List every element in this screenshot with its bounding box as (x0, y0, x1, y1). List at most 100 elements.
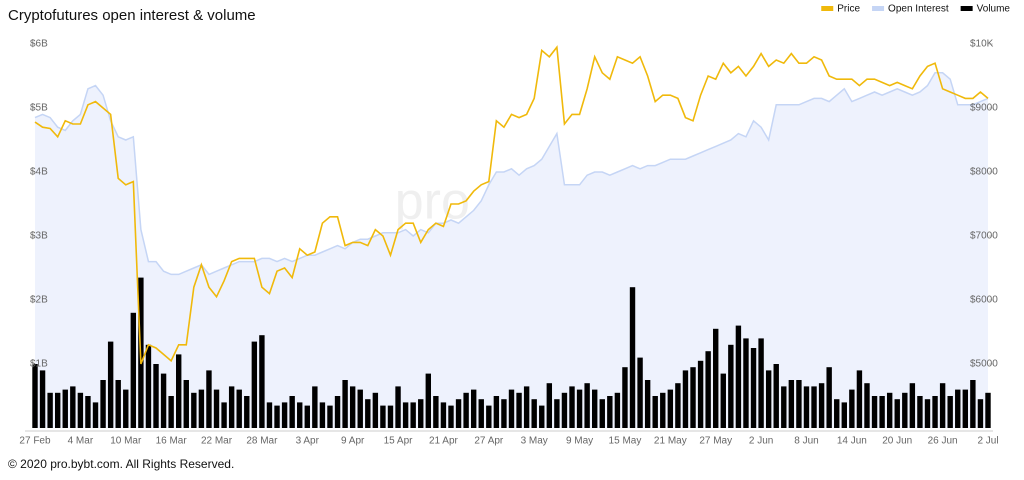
y2-tick-label: $5000 (970, 359, 998, 370)
volume-bar (917, 396, 923, 428)
plot: $1B $2B $3B $4B $5B $6B $5000 $6000 $7000 $8000 $9… (19, 39, 998, 447)
volume-bar (637, 357, 643, 428)
volume-bar (886, 392, 893, 428)
volume-bar (902, 392, 908, 428)
volume-bar (274, 405, 280, 428)
volume-bar (395, 386, 401, 428)
volume-bar (834, 399, 840, 428)
volume-bar (213, 389, 220, 428)
x-tick-label: 3 Apr (296, 436, 320, 447)
x-tick-label: 9 May (566, 436, 593, 447)
volume-bar (909, 383, 916, 428)
y-tick-label: $1B (30, 359, 48, 370)
legend-label: Volume (977, 4, 1011, 15)
legend-label: Open Interest (888, 4, 949, 15)
y-tick-label: $3B (30, 231, 48, 242)
volume-bar (176, 354, 182, 428)
y2-tick-label: $9000 (970, 103, 998, 114)
volume-bar (697, 360, 704, 428)
volume-bar (682, 370, 689, 428)
volume-bar (493, 396, 500, 428)
volume-bar (478, 399, 484, 428)
volume-bar (629, 287, 636, 428)
x-tick-label: 9 Apr (341, 436, 365, 447)
volume-bar (705, 351, 711, 428)
volume-bar (735, 325, 742, 428)
volume-bar (773, 364, 779, 428)
x-tick-label: 8 Jun (794, 436, 818, 447)
volume-bar (47, 392, 53, 428)
volume-bar (811, 386, 817, 428)
volume-bar (803, 386, 810, 428)
volume-bar (947, 396, 953, 428)
volume-bar (788, 380, 795, 428)
volume-bar (402, 402, 409, 428)
volume-bar (516, 392, 522, 428)
legend: Volume Open Interest Price (821, 4, 1010, 15)
volume-bar (569, 386, 575, 428)
x-tick-label: 4 Mar (68, 436, 94, 447)
volume-bar (251, 341, 258, 428)
volume-bar (690, 367, 696, 428)
y2-tick-label: $6000 (970, 295, 998, 306)
volume-bar (387, 405, 394, 428)
y-tick-label: $2B (30, 295, 48, 306)
volume-bar (508, 389, 515, 428)
volume-bar (728, 344, 734, 428)
volume-bar (750, 348, 757, 428)
x-tick-label: 2 Jun (749, 436, 773, 447)
volume-bar (591, 389, 598, 428)
y-tick-label: $4B (30, 167, 48, 178)
chart-title: Cryptofutures open interest & volume (8, 7, 256, 24)
volume-bar (312, 386, 318, 428)
volume-bar (236, 389, 242, 428)
volume-bar (523, 386, 530, 428)
volume-bar (183, 380, 189, 428)
volume-bar (130, 312, 137, 428)
x-tick-label: 27 May (699, 436, 732, 447)
volume-bar (977, 399, 984, 428)
volume-bar (153, 364, 159, 428)
volume-bar (463, 392, 469, 428)
volume-bar (410, 402, 416, 428)
volume-bar (864, 383, 870, 428)
volume-bar (720, 373, 726, 428)
x-tick-label: 21 May (654, 436, 687, 447)
volume-bar (818, 383, 825, 428)
volume-bar (939, 383, 946, 428)
volume-bar (660, 392, 666, 428)
volume-bar (145, 344, 152, 428)
volume-bar (841, 402, 847, 428)
volume-bar (357, 389, 363, 428)
volume-bar (849, 389, 855, 428)
x-tick-label: 27 Feb (19, 436, 51, 447)
volume-bar (713, 328, 719, 428)
volume-bar (100, 380, 106, 428)
volume-bar (644, 380, 651, 428)
volume-bar (856, 370, 863, 428)
y2-tick-label: $8000 (970, 167, 998, 178)
volume-bar (599, 399, 605, 428)
volume-bar (85, 396, 91, 428)
volume-bar (198, 389, 205, 428)
volume-bar (894, 399, 900, 428)
x-tick-label: 15 Apr (384, 436, 414, 447)
volume-bar (123, 389, 129, 428)
volume-bar (32, 364, 38, 428)
volume-bar (675, 383, 681, 428)
volume-bar (372, 392, 379, 428)
volume-bar (501, 399, 507, 428)
x-tick-label: 22 Mar (201, 436, 233, 447)
volume-bar (561, 392, 568, 428)
volume-bar (168, 396, 174, 428)
volume-bar (622, 367, 628, 428)
x-tick-label: 14 Jun (837, 436, 867, 447)
volume-bar (39, 370, 46, 428)
volume-bar (765, 370, 772, 428)
volume-bar (349, 386, 356, 428)
volume-bar (531, 399, 537, 428)
volume-bar (304, 405, 310, 428)
volume-bar (879, 396, 885, 428)
volume-bar (652, 396, 658, 428)
